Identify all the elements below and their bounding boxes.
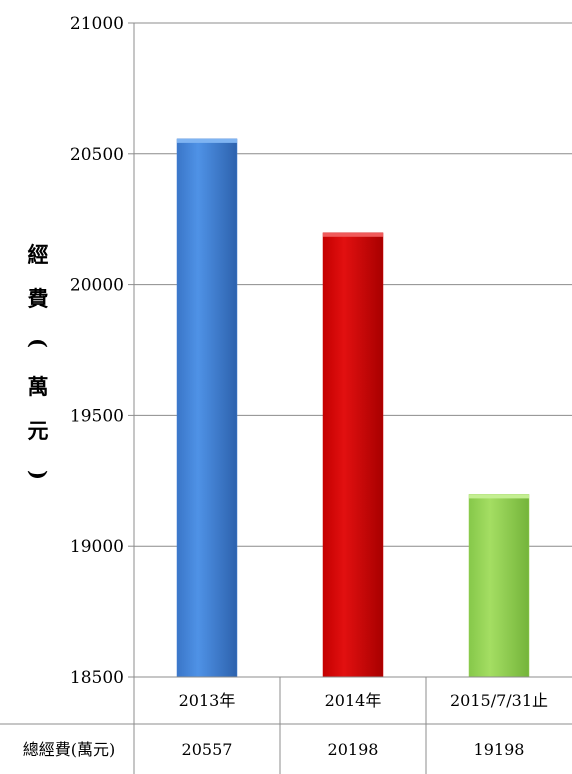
y-axis-title-char: ) [26, 470, 51, 480]
table-row-label: 總經費(萬元) [23, 740, 116, 759]
y-tick-label: 18500 [70, 668, 124, 688]
bars [176, 138, 530, 678]
y-tick-label: 19000 [70, 537, 124, 557]
y-tick-label: 20000 [70, 276, 124, 296]
y-tick-label: 21000 [70, 14, 124, 34]
table-value-cell: 19198 [474, 740, 525, 759]
y-axis-title-char: 元 [28, 418, 49, 443]
y-axis-title: 經費 ( 萬元) [26, 242, 51, 480]
x-category-label: 2014年 [325, 691, 382, 710]
table-value-cell: 20557 [182, 740, 233, 759]
bar-top-highlight [469, 494, 529, 499]
x-category-label: 2013年 [179, 691, 236, 710]
bar [322, 232, 384, 678]
bar-top-highlight [323, 232, 383, 237]
y-axis-title-char: 萬 [28, 374, 49, 399]
y-tick-label: 19500 [70, 406, 124, 426]
bar-top-highlight [177, 138, 237, 143]
y-tick-label: 20500 [70, 145, 124, 165]
table-value-cell: 20198 [328, 740, 379, 759]
y-axis-title-char: 費 [28, 286, 49, 311]
y-axis-title-char: 經 [28, 242, 49, 267]
bar [176, 138, 238, 678]
bar [468, 494, 530, 678]
y-axis: 18500 19000 19500 20000 20500 21000 [70, 14, 135, 774]
y-axis-title-char: ( [26, 338, 51, 348]
x-category-label: 2015/7/31止 [450, 691, 548, 710]
